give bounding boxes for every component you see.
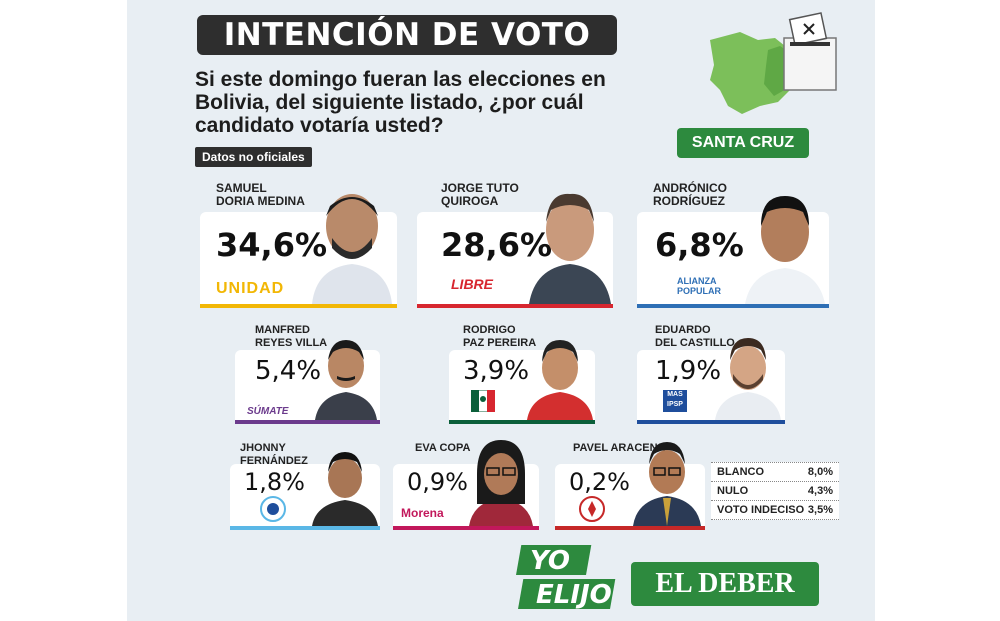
vote-percentage: 1,9%: [655, 356, 722, 386]
row-label: VOTO INDECISO: [717, 504, 805, 516]
party-color-bar: [230, 526, 380, 530]
other-votes-table: BLANCO 8,0% NULO 4,3% VOTO INDECISO 3,5%: [711, 462, 839, 520]
candidate-name: MANFRED REYES VILLA: [255, 324, 327, 350]
page-title: INTENCIÓN DE VOTO: [197, 15, 617, 55]
candidate-name: JORGE TUTO QUIROGA: [441, 182, 519, 208]
party-logo-pdc: [471, 390, 495, 412]
question-line-2: Bolivia, del siguiente listado, ¿por cuá…: [195, 91, 584, 114]
name-line: DEL CASTILLO: [655, 337, 735, 349]
yo-text: YO: [530, 546, 570, 576]
party-color-bar: [637, 420, 785, 424]
bolivia-map-icon: [710, 12, 837, 114]
elijo-text: ELIJO: [536, 580, 612, 610]
vote-percentage: 1,8%: [244, 468, 305, 496]
name-line: JHONNY: [240, 442, 286, 454]
candidate-photo: [529, 193, 611, 304]
candidate-photo: [315, 340, 377, 420]
party-logo-ucs: [260, 496, 286, 522]
question-line-3: candidato votaría usted?: [195, 114, 444, 137]
party-logo-mas: MAS IPSP: [663, 390, 687, 412]
vote-percentage: 3,9%: [463, 356, 530, 386]
name-line: MANFRED: [255, 324, 310, 336]
candidate-photo: [312, 452, 378, 526]
candidate-name: SAMUEL DORIA MEDINA: [216, 182, 305, 208]
candidate-name: EDUARDO DEL CASTILLO: [655, 324, 735, 350]
row-value: 4,3%: [807, 485, 833, 497]
candidate-card: EDUARDO DEL CASTILLO 1,9% MAS IPSP: [637, 322, 785, 426]
name-line: JORGE TUTO: [441, 181, 519, 195]
name-line: SAMUEL: [216, 181, 267, 195]
vote-percentage: 34,6%: [216, 226, 328, 264]
table-row: BLANCO 8,0%: [711, 462, 839, 481]
candidate-card: MANFRED REYES VILLA 5,4% SÚMATE: [235, 322, 380, 426]
party-logo-libertad-progreso: [579, 496, 605, 522]
vote-percentage: 5,4%: [255, 356, 322, 386]
vote-percentage: 28,6%: [441, 226, 553, 264]
name-line: REYES VILLA: [255, 337, 328, 349]
name-line: EDUARDO: [655, 324, 711, 336]
party-color-bar: [449, 420, 595, 424]
candidate-name: EVA COPA: [415, 442, 470, 455]
candidate-card: RODRIGO PAZ PEREIRA 3,9%: [449, 322, 595, 426]
infographic-canvas: INTENCIÓN DE VOTO Si este domingo fueran…: [127, 0, 875, 621]
row-label: NULO: [717, 485, 749, 497]
party-logo-unidad: UNIDAD: [216, 280, 285, 297]
party-logo-morena: Morena: [401, 506, 444, 520]
row-label: BLANCO: [717, 466, 765, 478]
candidate-photo: [745, 196, 825, 304]
party-logo-sumate: SÚMATE: [247, 406, 289, 417]
party-logo-libre: LIBRE: [451, 276, 493, 292]
party-color-bar: [393, 526, 539, 530]
table-row: VOTO INDECISO 3,5%: [711, 500, 839, 520]
candidate-card: JHONNY FERNÁNDEZ 1,8%: [230, 440, 380, 532]
survey-question: Si este domingo fueran las elecciones en…: [195, 68, 645, 137]
vote-percentage: 6,8%: [655, 226, 744, 264]
candidate-name: ANDRÓNICO RODRÍGUEZ: [653, 182, 727, 208]
name-line: DORIA MEDINA: [216, 194, 305, 208]
candidate-card: PAVEL ARACENA 0,2%: [555, 440, 705, 532]
region-badge: SANTA CRUZ: [677, 128, 809, 158]
name-line: RODRÍGUEZ: [653, 194, 725, 208]
name-line: QUIROGA: [441, 194, 499, 208]
name-line: PAVEL ARACENA: [573, 442, 666, 454]
candidate-photo: [633, 442, 701, 526]
candidate-name: RODRIGO PAZ PEREIRA: [463, 324, 536, 350]
party-color-bar: [417, 304, 613, 308]
party-color-bar: [637, 304, 829, 308]
candidate-card: SAMUEL DORIA MEDINA 34,6% UNIDAD: [200, 178, 397, 310]
candidate-card: JORGE TUTO QUIROGA 28,6% LIBRE: [417, 178, 613, 310]
candidate-name: PAVEL ARACENA: [573, 442, 666, 455]
name-line: ANDRÓNICO: [653, 181, 727, 195]
yo-elijo-logo: YO ELIJO: [516, 545, 616, 610]
candidate-photo: [312, 194, 392, 304]
row-value: 3,5%: [807, 504, 833, 516]
candidate-photo: [715, 338, 781, 420]
candidate-card: ANDRÓNICO RODRÍGUEZ 6,8% ALIANZA POPULAR: [637, 178, 829, 310]
party-logo-alianza: ALIANZA POPULAR: [677, 276, 722, 296]
name-line: EVA COPA: [415, 442, 471, 454]
party-color-bar: [235, 420, 380, 424]
el-deber-logo: EL DEBER: [631, 562, 819, 606]
vote-percentage: 0,9%: [407, 468, 468, 496]
vote-percentage: 0,2%: [569, 468, 630, 496]
candidate-card: EVA COPA 0,9% Morena: [393, 440, 539, 532]
party-color-bar: [200, 304, 397, 308]
candidate-photo: [469, 440, 533, 526]
name-line: PAZ PEREIRA: [463, 337, 537, 349]
table-row: NULO 4,3%: [711, 481, 839, 500]
name-line: RODRIGO: [463, 324, 516, 336]
question-line-1: Si este domingo fueran las elecciones en: [195, 68, 606, 91]
unofficial-data-tag: Datos no oficiales: [195, 147, 312, 167]
row-value: 8,0%: [807, 466, 833, 478]
candidate-photo: [527, 340, 593, 420]
party-color-bar: [555, 526, 705, 530]
